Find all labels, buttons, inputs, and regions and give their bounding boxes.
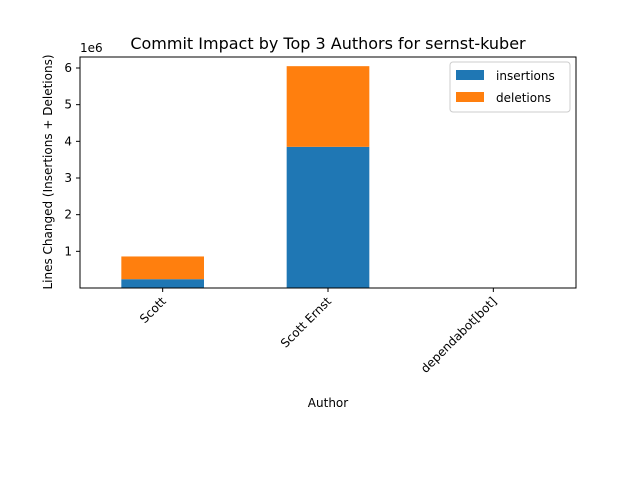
x-axis-label: Author [308,396,348,410]
y-tick-label: 2 [64,208,72,222]
y-ticks-group: 1 2 3 4 5 6 [64,61,80,258]
y-axis-multiplier: 1e6 [80,41,103,55]
y-tick-label: 3 [64,171,72,185]
legend-label-deletions: deletions [496,91,551,105]
bars-group [121,66,535,288]
bar-deletions-scott [121,256,204,280]
y-tick-label: 6 [64,61,72,75]
legend-swatch-deletions [456,92,484,102]
bar-insertions-scott-ernst [286,146,370,288]
legend-swatch-insertions [456,70,484,80]
y-tick-label: 5 [64,98,72,112]
y-axis-label: Lines Changed (Insertions + Deletions) [41,54,55,289]
bar-deletions-scott-ernst [286,66,370,147]
y-tick-label: 1 [64,244,72,258]
legend-label-insertions: insertions [496,69,555,83]
y-tick-label: 4 [64,134,72,148]
bar-insertions-scott [121,279,204,288]
plot-frame [79,56,577,289]
legend: insertions deletions [449,61,571,113]
chart-title: Commit Impact by Top 3 Authors for serns… [130,34,526,53]
